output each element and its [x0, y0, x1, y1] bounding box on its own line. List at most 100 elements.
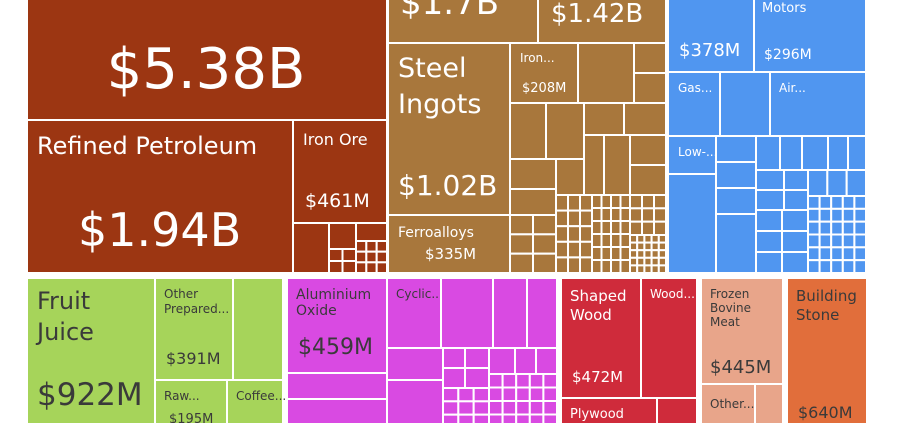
treemap-tile[interactable]: [355, 250, 368, 264]
treemap-tile[interactable]: [841, 220, 856, 236]
treemap-tile[interactable]: [341, 248, 357, 262]
treemap-tile[interactable]: [847, 135, 867, 171]
treemap-tile[interactable]: [818, 233, 833, 249]
treemap-tile[interactable]: [755, 251, 783, 274]
treemap-tile[interactable]: [841, 233, 856, 249]
treemap-tile[interactable]: [650, 264, 660, 274]
treemap-tile[interactable]: [509, 214, 534, 236]
treemap-tile[interactable]: [457, 413, 475, 423]
treemap-tile[interactable]: [514, 347, 537, 375]
treemap-tile[interactable]: [355, 240, 368, 253]
treemap-tile[interactable]: [636, 249, 646, 259]
treemap-tile[interactable]: [807, 259, 821, 274]
treemap-tile[interactable]: [629, 194, 643, 210]
treemap-tile[interactable]: [515, 386, 531, 402]
treemap-tile[interactable]: [610, 246, 622, 261]
treemap-tile[interactable]: [801, 135, 829, 171]
treemap-tile[interactable]: [232, 277, 284, 381]
treemap-tile[interactable]: [328, 260, 344, 274]
treemap-tile[interactable]: [610, 194, 622, 209]
treemap-tile[interactable]: [841, 195, 856, 210]
treemap-tile[interactable]: [807, 246, 821, 262]
treemap-tile[interactable]: [650, 249, 660, 259]
treemap-tile[interactable]: [715, 187, 757, 215]
treemap-tile[interactable]: [528, 373, 545, 389]
treemap-tile[interactable]: [818, 246, 833, 262]
treemap-tile[interactable]: [629, 234, 639, 244]
treemap-tile[interactable]: [365, 250, 378, 264]
treemap-tile[interactable]: [643, 256, 653, 267]
treemap-tile[interactable]: [853, 207, 868, 223]
treemap-tile[interactable]: [532, 233, 557, 255]
treemap-tile[interactable]: [657, 234, 667, 244]
treemap-tile[interactable]: [636, 264, 646, 274]
treemap-tile[interactable]: [442, 400, 460, 416]
treemap-tile[interactable]: [781, 209, 809, 232]
treemap-tile[interactable]: [375, 250, 388, 264]
treemap-tile[interactable]: [629, 207, 643, 223]
treemap-tile[interactable]: [830, 246, 844, 262]
treemap-tile[interactable]: [715, 161, 757, 189]
treemap-tile[interactable]: [472, 413, 490, 423]
treemap-tile[interactable]: [26, 277, 156, 423]
treemap-tile[interactable]: [501, 413, 518, 423]
treemap-tile[interactable]: [472, 387, 490, 403]
treemap-tile[interactable]: [754, 383, 784, 423]
treemap-tile[interactable]: [807, 169, 829, 197]
treemap-tile[interactable]: [753, 0, 867, 73]
treemap-tile[interactable]: [619, 220, 631, 235]
treemap-tile[interactable]: [853, 220, 868, 236]
treemap-tile[interactable]: [841, 207, 856, 223]
treemap-tile[interactable]: [537, 0, 667, 44]
treemap-tile[interactable]: [636, 234, 646, 244]
treemap-tile[interactable]: [653, 220, 667, 237]
treemap-tile[interactable]: [591, 233, 603, 248]
treemap-tile[interactable]: [853, 233, 868, 249]
treemap-tile[interactable]: [600, 259, 612, 274]
treemap-tile[interactable]: [457, 400, 475, 416]
treemap-tile[interactable]: [555, 194, 569, 212]
treemap-tile[interactable]: [636, 241, 646, 252]
treemap-tile[interactable]: [567, 194, 581, 212]
treemap-tile[interactable]: [841, 246, 856, 262]
treemap-tile[interactable]: [807, 233, 821, 249]
treemap-tile[interactable]: [641, 207, 655, 223]
treemap-tile[interactable]: [633, 42, 667, 74]
treemap-tile[interactable]: [657, 249, 667, 259]
treemap-tile[interactable]: [488, 413, 504, 423]
treemap-tile[interactable]: [641, 220, 655, 237]
treemap-tile[interactable]: [365, 261, 378, 275]
treemap-tile[interactable]: [579, 209, 593, 228]
treemap-tile[interactable]: [667, 71, 721, 137]
treemap-tile[interactable]: [341, 260, 357, 274]
treemap-tile[interactable]: [387, 42, 511, 216]
treemap-tile[interactable]: [386, 347, 444, 381]
treemap-tile[interactable]: [567, 225, 581, 243]
treemap-tile[interactable]: [643, 241, 653, 252]
treemap-tile[interactable]: [715, 135, 757, 163]
treemap-tile[interactable]: [464, 347, 490, 369]
treemap-tile[interactable]: [286, 398, 388, 423]
treemap-tile[interactable]: [781, 230, 809, 253]
treemap-tile[interactable]: [26, 0, 388, 121]
treemap-tile[interactable]: [830, 207, 844, 223]
treemap-tile[interactable]: [286, 277, 388, 374]
treemap-tile[interactable]: [464, 367, 490, 389]
treemap-tile[interactable]: [375, 261, 388, 275]
treemap-tile[interactable]: [600, 233, 612, 248]
treemap-tile[interactable]: [667, 135, 717, 175]
treemap-tile[interactable]: [667, 173, 717, 274]
treemap-tile[interactable]: [286, 372, 388, 400]
treemap-tile[interactable]: [853, 246, 868, 262]
treemap-tile[interactable]: [457, 387, 475, 403]
treemap-tile[interactable]: [472, 400, 490, 416]
treemap-tile[interactable]: [226, 379, 284, 423]
treemap-tile[interactable]: [591, 194, 603, 209]
treemap-tile[interactable]: [600, 194, 612, 209]
treemap-tile[interactable]: [387, 214, 511, 274]
treemap-tile[interactable]: [781, 251, 809, 274]
treemap-tile[interactable]: [579, 194, 593, 212]
treemap-tile[interactable]: [509, 233, 534, 255]
treemap-tile[interactable]: [783, 169, 809, 191]
treemap-tile[interactable]: [532, 252, 557, 275]
